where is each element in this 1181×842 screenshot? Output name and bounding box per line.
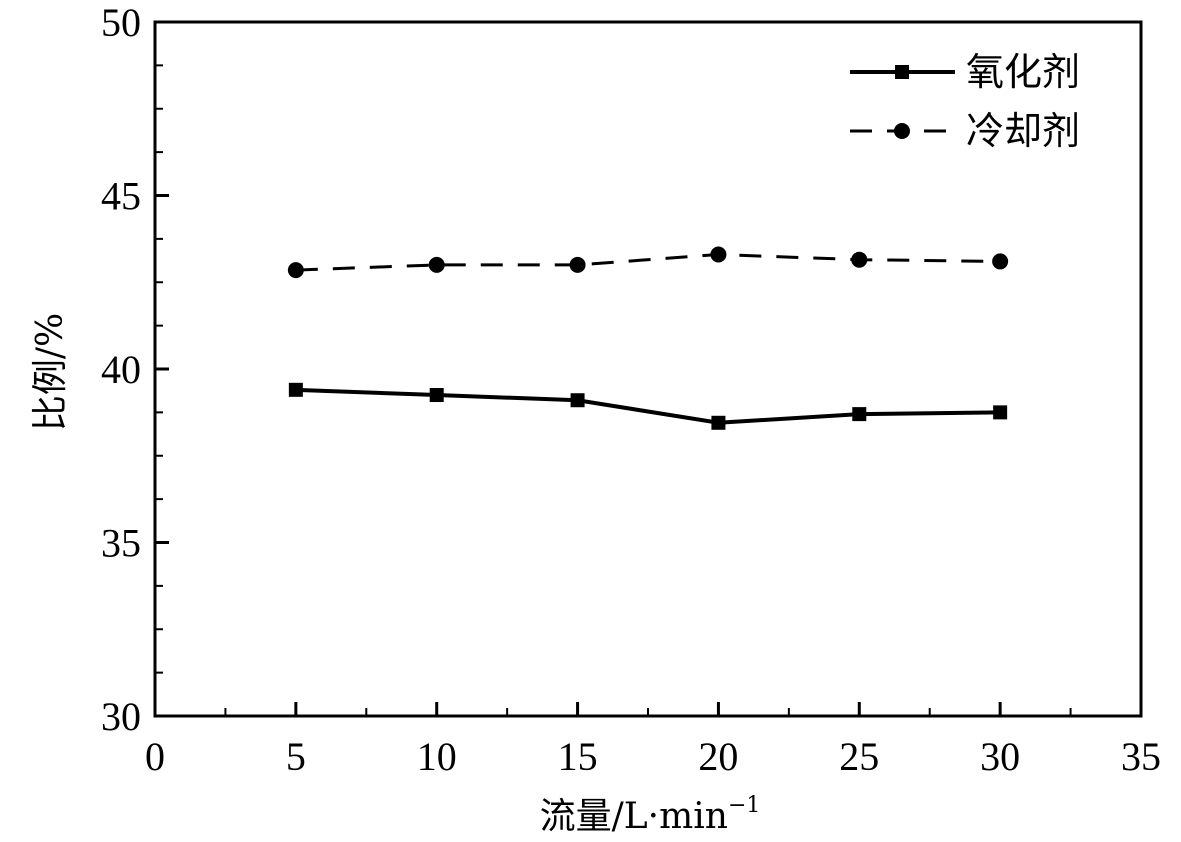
x-tick-label: 5: [286, 734, 306, 779]
x-tick-label: 20: [698, 734, 738, 779]
legend: 氧化剂 冷却剂: [850, 50, 1080, 153]
legend-label-coolant: 冷却剂: [966, 109, 1080, 153]
y-tick-label: 50: [101, 0, 141, 45]
y-tick-label: 45: [101, 174, 141, 219]
x-tick-label: 25: [839, 734, 879, 779]
x-tick-label: 30: [980, 734, 1020, 779]
data-point-marker: [429, 388, 444, 403]
x-tick-label: 10: [417, 734, 457, 779]
legend-label-oxidizer: 氧化剂: [966, 50, 1080, 94]
axis-ticks: [155, 64, 1072, 716]
data-point-marker: [288, 382, 303, 397]
legend-marker-oxidizer: [895, 65, 909, 79]
y-tick-label: 40: [101, 347, 141, 392]
series-line-1: [295, 252, 1001, 272]
data-point-marker: [287, 262, 304, 279]
data-point-marker: [993, 405, 1008, 420]
y-tick-label: 35: [101, 521, 141, 566]
x-tick-label: 35: [1121, 734, 1161, 779]
data-point-marker: [710, 246, 727, 263]
y-axis-title: 比例/%: [30, 313, 71, 431]
data-point-marker: [428, 256, 445, 273]
legend-marker-coolant: [894, 123, 910, 139]
data-series: [287, 246, 1009, 430]
data-point-marker: [570, 393, 585, 408]
x-axis-title-superscript: −1: [728, 793, 760, 818]
axis-tick-labels: 0 5 10 15 20 25 30 35 30 35 40 45 50: [101, 0, 1161, 779]
data-point-marker: [992, 253, 1009, 270]
x-tick-label: 0: [145, 734, 165, 779]
y-tick-label: 30: [101, 694, 141, 739]
x-tick-label: 15: [558, 734, 598, 779]
data-point-marker: [851, 251, 868, 268]
data-point-marker: [711, 415, 726, 430]
x-axis-title: 流量/L·min−1: [540, 793, 761, 837]
data-point-marker: [852, 407, 867, 422]
series-line-0: [295, 387, 1001, 425]
data-point-marker: [569, 256, 586, 273]
